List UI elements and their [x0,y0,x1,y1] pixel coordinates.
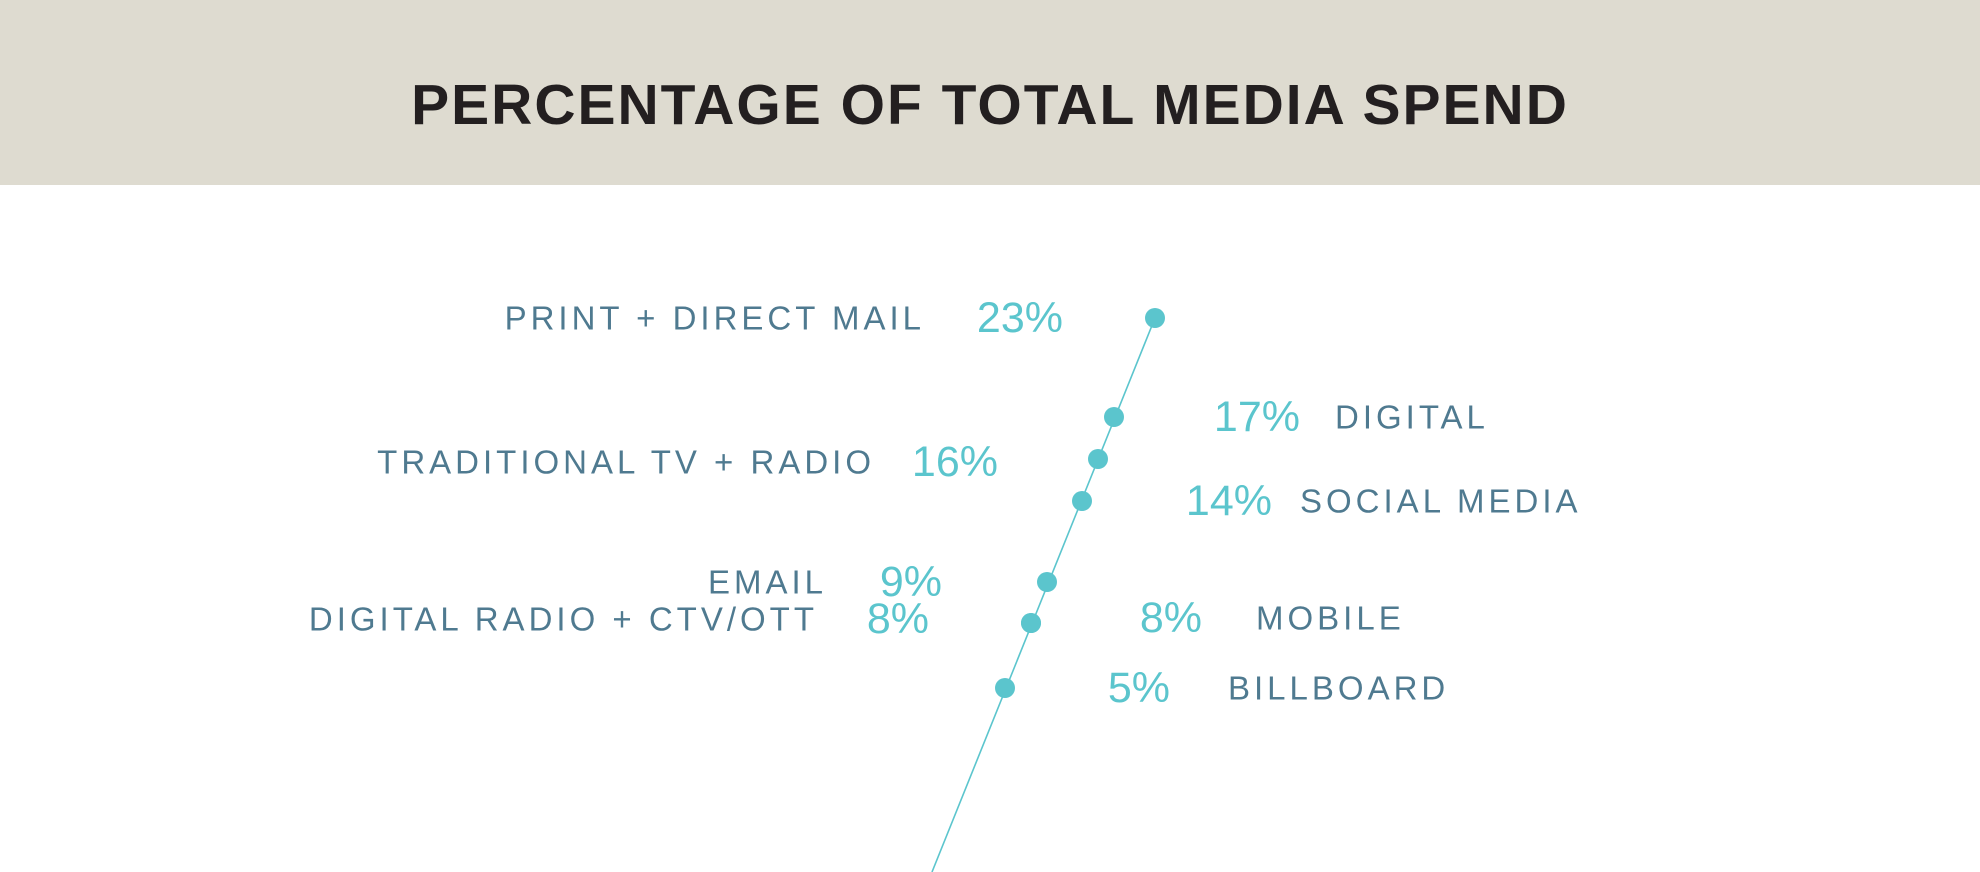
value-label-traditional-tv-radio: 16% [912,438,998,486]
value-label-mobile: 8% [1140,594,1202,642]
value-label-social-media: 14% [1186,477,1272,525]
data-point-mobile [1021,613,1041,633]
value-label-email: 9% [880,558,942,606]
value-label-digital-radio-ctv-ott: 8% [867,595,929,643]
title-banner: PERCENTAGE OF TOTAL MEDIA SPEND [0,0,1980,185]
category-label-mobile: MOBILE [1256,600,1405,637]
data-point-print-direct-mail [1145,308,1165,328]
category-label-billboard: BILLBOARD [1228,670,1449,707]
category-label-digital-radio-ctv-ott: DIGITAL RADIO + CTV/OTT [309,601,818,638]
data-point-billboard [995,678,1015,698]
category-label-digital: DIGITAL [1335,399,1489,436]
category-label-traditional-tv-radio: TRADITIONAL TV + RADIO [377,444,875,481]
category-label-social-media: SOCIAL MEDIA [1300,483,1582,520]
value-label-billboard: 5% [1108,664,1170,712]
value-label-print-direct-mail: 23% [977,294,1063,342]
chart-title: PERCENTAGE OF TOTAL MEDIA SPEND [411,73,1569,137]
data-points: 23% PRINT + DIRECT MAIL 17% DIGITAL 16% TRADI… [309,294,1582,712]
value-label-digital: 17% [1214,393,1300,441]
data-point-traditional-tv-radio [1088,449,1108,469]
category-label-email: EMAIL [708,564,827,601]
data-point-social-media [1072,491,1092,511]
data-point-digital [1104,407,1124,427]
category-label-print-direct-mail: PRINT + DIRECT MAIL [505,300,925,337]
data-point-email [1037,572,1057,592]
trend-line [931,317,1156,872]
